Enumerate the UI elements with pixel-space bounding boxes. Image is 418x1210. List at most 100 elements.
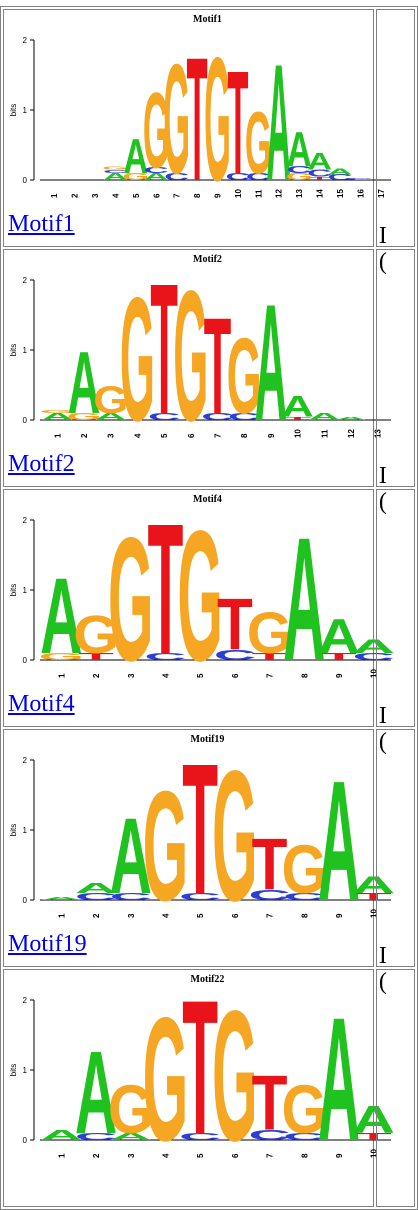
motif-link[interactable]: Motif2 <box>8 451 75 477</box>
letter-glyph: T <box>252 1058 288 1146</box>
logo-letter-G: G <box>281 1071 327 1148</box>
position-label: 2 <box>92 1153 101 1158</box>
logo-letter-A: A <box>318 980 360 1162</box>
logo-letter-T: T <box>182 972 218 1162</box>
position-label: 4 <box>161 913 170 918</box>
position-label: 7 <box>214 433 223 438</box>
letter-glyph: T <box>187 20 208 202</box>
letter-glyph: T <box>309 176 330 181</box>
logo-letter-G: G <box>120 262 155 442</box>
letter-glyph: G <box>73 604 119 664</box>
letter-glyph: G <box>39 651 85 662</box>
position-label: 1 <box>57 913 66 918</box>
position-label: 3 <box>127 673 136 678</box>
logo-letter-A: A <box>352 636 394 658</box>
logo-letter-A: A <box>318 609 360 663</box>
position-label: 6 <box>231 673 240 678</box>
logo-cell: Motif4 0 1 2 bits 1 G A 2 T G 3 G 4 C T 5 G 6 C T 7 T G 8 A 9 T A 10 C… <box>3 489 395 727</box>
y-axis-label: bits <box>9 1064 18 1076</box>
motif-link[interactable]: Motif19 <box>8 931 87 957</box>
logo-letter-C: C <box>246 172 271 183</box>
logo-letter-G: G <box>212 733 258 922</box>
position-label: 3 <box>91 193 100 198</box>
logo-letter-G: G <box>286 172 313 183</box>
logo-letter-G: G <box>143 70 170 190</box>
logo-letter-A: A <box>308 411 341 422</box>
logo-letter-T: T <box>78 651 114 662</box>
logo-letter-T: T <box>252 651 288 662</box>
logo-letter-T: T <box>252 824 288 906</box>
info-text: ( <box>378 969 387 995</box>
letter-glyph: G <box>286 172 313 183</box>
letter-glyph: A <box>94 411 127 422</box>
logo-letter-A: A <box>110 797 152 916</box>
position-label: 1 <box>57 1153 66 1158</box>
position-label: 10 <box>370 669 379 678</box>
motif-link[interactable]: Motif1 <box>8 211 75 237</box>
position-label: 3 <box>127 1153 136 1158</box>
logo-letter-A: A <box>283 500 325 682</box>
letter-glyph: A <box>40 896 82 902</box>
logo-letter-C: C <box>307 168 332 179</box>
motif-table: Motif1 0 1 2 bits 1 2 3 4 A C G 5 G A 6 A C G 7 C G 8 T 9 G 10 C T 11… <box>0 6 418 1210</box>
letter-glyph: T <box>321 651 357 662</box>
letter-glyph: A <box>41 411 74 422</box>
position-label: 3 <box>107 433 116 438</box>
letter-glyph: T <box>284 416 312 421</box>
logo-letter-A: A <box>266 30 291 202</box>
logo-letter-C: C <box>248 1127 290 1143</box>
logo-title: Motif4 <box>193 494 222 505</box>
logo-cell: Motif2 0 1 2 bits 1 A G 2 G A 3 A G 4 G 5 C T 6 G 7 C T 8 C G 9 A 10 T… <box>3 249 391 487</box>
logo-letter-T: T <box>187 20 208 202</box>
logo-letter-G: G <box>73 604 119 664</box>
letter-glyph: A <box>68 334 101 432</box>
logo-letter-C: C <box>103 169 128 174</box>
letter-glyph: C <box>225 172 250 183</box>
y-tick-label: 0 <box>23 416 28 425</box>
position-label: 6 <box>152 193 161 198</box>
logo-letter-T: T <box>252 1058 288 1146</box>
letter-glyph: A <box>40 1127 82 1143</box>
table-row: Motif1 0 1 2 bits 1 2 3 4 A C G 5 G A 6 A C G 7 C G 8 T 9 G 10 C T 11… <box>3 9 415 275</box>
motif-link[interactable]: Motif4 <box>8 691 75 717</box>
letter-glyph: G <box>93 378 128 422</box>
letter-glyph: C <box>228 411 261 422</box>
logo-letter-G: G <box>102 165 129 170</box>
letter-glyph: G <box>102 165 129 170</box>
logo-letter-G: G <box>108 1071 154 1148</box>
letter-glyph: C <box>75 891 117 902</box>
table-row: Motif2 0 1 2 bits 1 A G 2 G A 3 A G 4 G 5 C T 6 G 7 C T 8 C G 9 A 10 T… <box>3 249 415 515</box>
y-tick-label: 2 <box>23 516 28 525</box>
letter-glyph: T <box>150 252 178 442</box>
letter-glyph: A <box>287 122 312 176</box>
letter-glyph: A <box>352 636 394 658</box>
logo-letter-T: T <box>182 732 218 922</box>
position-label: 16 <box>356 189 365 198</box>
position-label: 6 <box>187 433 196 438</box>
y-tick-label: 1 <box>23 826 28 835</box>
position-label: 17 <box>377 189 386 198</box>
table-row: Motif22 0 1 2 bits 1 A 2 C A 3 A G 4 G 5 C T 6 G 7 C T 8 C G 9 A 10 T… <box>3 969 415 1207</box>
logo-letter-C: C <box>283 891 325 902</box>
position-label: 10 <box>234 189 243 198</box>
logo-letter-T: T <box>227 39 248 202</box>
position-label: 8 <box>300 1153 309 1158</box>
letter-glyph: A <box>318 980 360 1162</box>
letter-glyph: C <box>214 647 256 663</box>
table-row: Motif4 0 1 2 bits 1 G A 2 T G 3 G 4 C T 5 G 6 C T 7 T G 8 A 9 T A 10 C… <box>3 489 415 755</box>
logo-letter-C: C <box>144 166 169 175</box>
letter-glyph: T <box>252 651 288 662</box>
logo-letter-G: G <box>108 500 154 682</box>
logo-letter-T: T <box>150 252 178 442</box>
logo-letter-C: C <box>110 891 152 902</box>
position-label: 2 <box>71 193 80 198</box>
info-cell: I ( <box>375 729 415 995</box>
letter-glyph: G <box>204 20 231 202</box>
letter-glyph: G <box>247 601 293 666</box>
position-label: 11 <box>320 429 329 438</box>
position-label: 7 <box>266 913 275 918</box>
letter-glyph: C <box>201 411 234 422</box>
logo-letter-A: A <box>281 391 314 423</box>
y-tick-label: 0 <box>23 896 28 905</box>
